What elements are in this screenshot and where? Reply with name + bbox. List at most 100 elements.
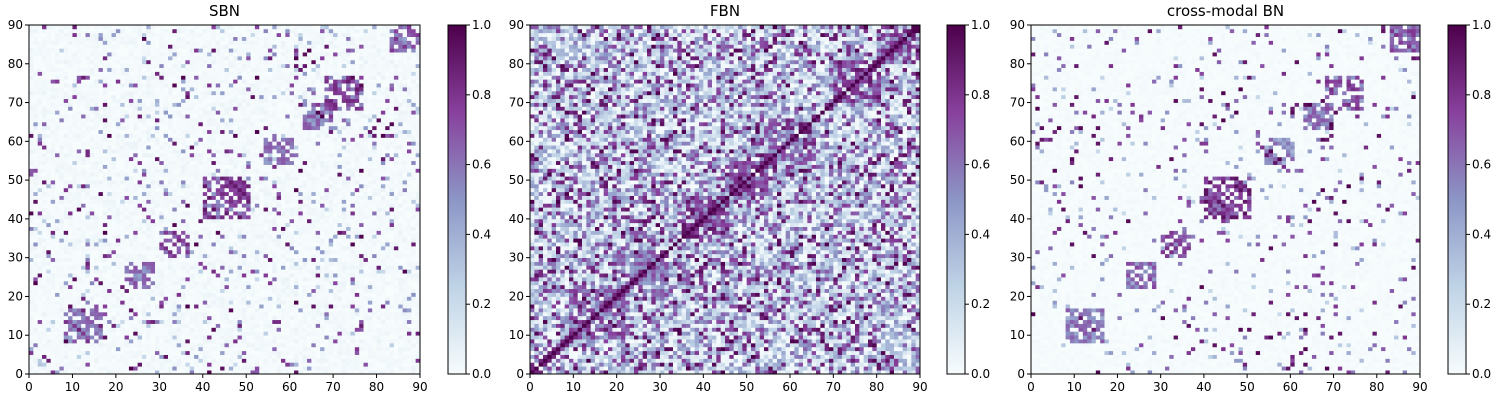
heatmap-cell bbox=[385, 320, 390, 324]
heatmap-cell bbox=[190, 250, 195, 254]
heatmap-cell bbox=[381, 231, 386, 235]
heatmap-cell bbox=[107, 196, 112, 200]
heatmap-cell bbox=[194, 157, 199, 161]
heatmap-cell bbox=[129, 203, 134, 207]
heatmap-cell bbox=[138, 335, 143, 339]
heatmap-cell bbox=[185, 347, 190, 351]
heatmap-cell bbox=[94, 157, 99, 161]
heatmap-cell bbox=[316, 250, 321, 254]
heatmap-cell bbox=[255, 227, 260, 231]
heatmap-cell bbox=[268, 200, 273, 204]
heatmap-cell bbox=[146, 339, 151, 343]
heatmap-cell bbox=[94, 207, 99, 211]
heatmap-cell bbox=[151, 331, 156, 335]
heatmap-cell bbox=[77, 258, 82, 262]
heatmap-cell bbox=[238, 293, 243, 297]
heatmap-cell bbox=[333, 172, 338, 176]
heatmap-cell bbox=[403, 176, 408, 180]
heatmap-cell bbox=[285, 219, 290, 223]
heatmap-cell bbox=[33, 161, 38, 165]
heatmap-cell bbox=[255, 215, 260, 219]
heatmap-cell bbox=[346, 331, 351, 335]
heatmap-cell bbox=[372, 293, 377, 297]
heatmap-cell bbox=[133, 335, 138, 339]
heatmap-cell bbox=[194, 335, 199, 339]
heatmap-cell bbox=[324, 176, 329, 180]
heatmap-cell bbox=[159, 157, 164, 161]
heatmap-cell bbox=[198, 184, 203, 188]
heatmap-cell bbox=[285, 165, 290, 169]
heatmap-cell bbox=[381, 188, 386, 192]
heatmap-cell bbox=[116, 335, 121, 339]
heatmap-cell bbox=[303, 316, 308, 320]
heatmap-cell bbox=[72, 207, 77, 211]
heatmap-cell bbox=[125, 250, 130, 254]
heatmap-cell bbox=[116, 238, 121, 242]
heatmap-cell bbox=[281, 281, 286, 285]
heatmap-cell bbox=[177, 231, 182, 235]
heatmap-cell bbox=[411, 219, 416, 223]
heatmap-cell bbox=[120, 192, 125, 196]
heatmap-cell bbox=[125, 215, 130, 219]
heatmap-cell bbox=[194, 343, 199, 347]
heatmap-cell bbox=[385, 327, 390, 331]
heatmap-cell bbox=[85, 234, 90, 238]
heatmap-cell bbox=[29, 366, 34, 370]
heatmap-cell bbox=[190, 207, 195, 211]
heatmap-cell bbox=[337, 242, 342, 246]
heatmap-cell bbox=[55, 165, 60, 169]
heatmap-cell bbox=[33, 312, 38, 316]
heatmap-cell bbox=[38, 366, 43, 370]
heatmap-cell bbox=[185, 215, 190, 219]
heatmap-cell bbox=[316, 180, 321, 184]
heatmap-cell bbox=[242, 312, 247, 316]
heatmap-cell bbox=[185, 273, 190, 277]
heatmap-cell bbox=[242, 362, 247, 366]
heatmap-cell bbox=[255, 161, 260, 165]
heatmap-cell bbox=[51, 223, 56, 227]
heatmap-cell bbox=[290, 168, 295, 172]
heatmap-cell bbox=[281, 211, 286, 215]
heatmap-cell bbox=[277, 254, 282, 258]
heatmap-cell bbox=[407, 362, 412, 366]
heatmap-cell bbox=[116, 231, 121, 235]
heatmap-cell bbox=[298, 250, 303, 254]
heatmap-cell bbox=[303, 308, 308, 312]
heatmap-cell bbox=[211, 355, 216, 359]
heatmap-cell bbox=[251, 296, 256, 300]
heatmap-cell bbox=[324, 327, 329, 331]
heatmap-cell bbox=[185, 192, 190, 196]
heatmap-cell bbox=[181, 339, 186, 343]
heatmap-cell bbox=[159, 265, 164, 269]
heatmap-cell bbox=[385, 219, 390, 223]
heatmap-cell bbox=[407, 231, 412, 235]
heatmap-cell bbox=[294, 184, 299, 188]
heatmap-cell bbox=[307, 265, 312, 269]
heatmap-cell bbox=[303, 242, 308, 246]
heatmap-cell bbox=[368, 168, 373, 172]
heatmap-cell bbox=[107, 362, 112, 366]
heatmap-cell bbox=[285, 192, 290, 196]
heatmap-cell bbox=[350, 184, 355, 188]
heatmap-cell bbox=[207, 355, 212, 359]
heatmap-cell bbox=[303, 269, 308, 273]
heatmap-cell bbox=[377, 320, 382, 324]
heatmap-cell bbox=[33, 180, 38, 184]
heatmap-cell bbox=[129, 327, 134, 331]
heatmap-cell bbox=[316, 358, 321, 362]
heatmap-cell bbox=[285, 293, 290, 297]
heatmap-cell bbox=[368, 335, 373, 339]
heatmap-cell bbox=[272, 254, 277, 258]
heatmap-cell bbox=[281, 200, 286, 204]
heatmap-cell bbox=[272, 200, 277, 204]
heatmap-cell bbox=[307, 227, 312, 231]
heatmap-cell bbox=[203, 219, 208, 223]
heatmap-cell bbox=[112, 184, 117, 188]
heatmap-cell bbox=[99, 231, 104, 235]
heatmap-cell bbox=[229, 304, 234, 308]
heatmap-cell bbox=[116, 265, 121, 269]
heatmap-cell bbox=[285, 327, 290, 331]
heatmap-cell bbox=[324, 168, 329, 172]
heatmap-cell bbox=[120, 180, 125, 184]
heatmap-cell bbox=[116, 157, 121, 161]
